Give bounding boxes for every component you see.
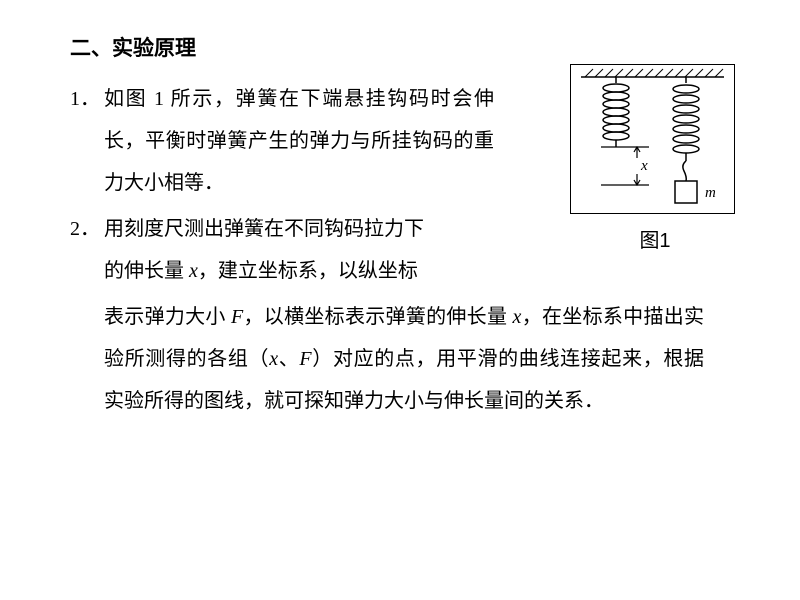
spring-diagram-icon: x m — [571, 65, 734, 213]
item-2-line2a: 的伸长量 — [104, 260, 189, 282]
figure-1-frame: x m — [570, 64, 735, 214]
symbol-F-2: F — [299, 348, 311, 370]
rest-a: 表示弹力大小 — [104, 306, 231, 328]
symbol-x-3: x — [269, 348, 278, 370]
rest-d: 、 — [278, 348, 299, 370]
symbol-F-1: F — [231, 306, 243, 328]
symbol-x-1: x — [189, 260, 198, 282]
item-2-line2b: ，建立坐标系，以纵坐标 — [198, 260, 418, 282]
rest-b: ，以横坐标表示弹簧的伸长量 — [243, 306, 512, 328]
section-heading: 二、实验原理 — [70, 32, 740, 62]
figure-1: x m 图1 — [570, 64, 740, 253]
item-2-text-rest: 表示弹力大小 F，以横坐标表示弹簧的伸长量 x，在坐标系中描出实验所测得的各组（… — [104, 296, 704, 422]
item-2-number: 2． — [70, 208, 104, 250]
item-2-text-top: 用刻度尺测出弹簧在不同钩码拉力下 的伸长量 x，建立坐标系，以纵坐标 — [104, 208, 494, 292]
item-2-line1: 用刻度尺测出弹簧在不同钩码拉力下 — [104, 218, 424, 240]
figure-label-x: x — [640, 158, 648, 174]
figure-1-caption: 图1 — [570, 224, 740, 253]
item-1-text: 如图 1 所示，弹簧在下端悬挂钩码时会伸长，平衡时弹簧产生的弹力与所挂钩码的重力… — [104, 78, 494, 204]
figure-label-m: m — [705, 185, 716, 201]
item-1-number: 1． — [70, 78, 104, 120]
